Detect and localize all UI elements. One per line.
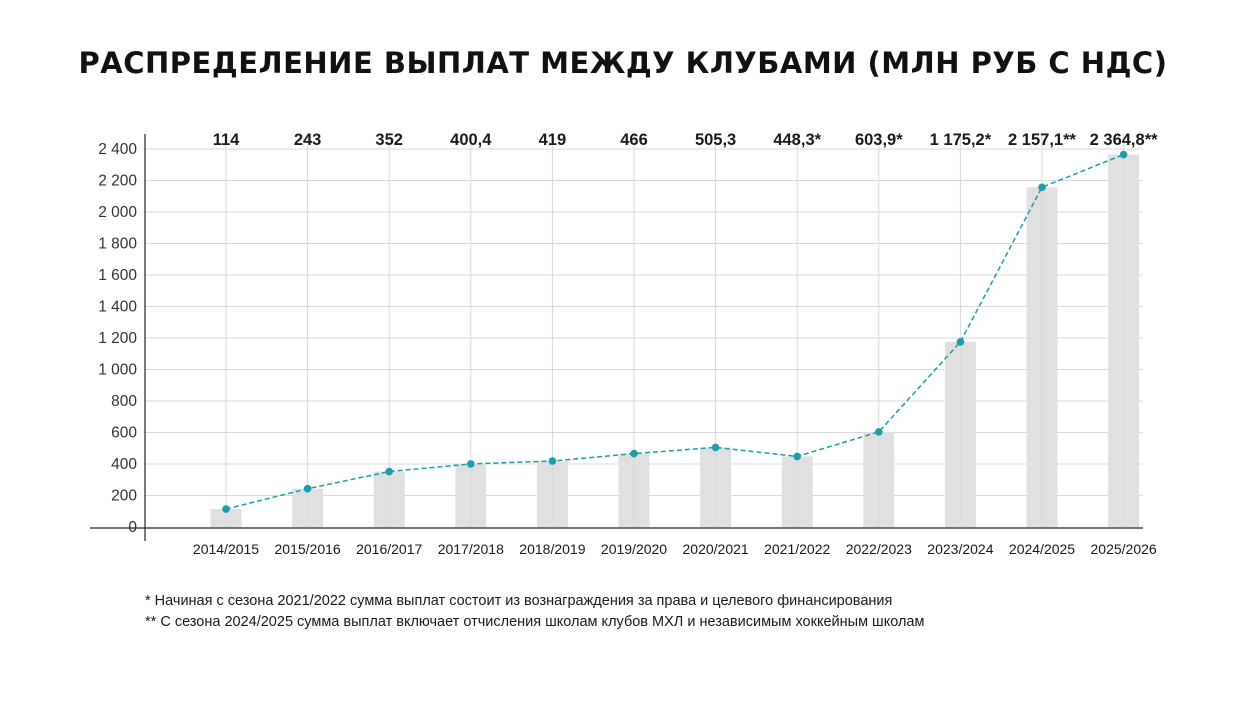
x-tick-label: 2015/2016 [275, 541, 341, 557]
y-tick-label: 1 200 [98, 330, 137, 347]
value-label: 2 157,1** [1008, 131, 1076, 149]
value-label: 419 [539, 131, 567, 149]
data-point [467, 460, 475, 468]
trend-line [222, 150, 1128, 513]
x-tick-label: 2020/2021 [683, 541, 749, 557]
y-tick-label: 1 800 [98, 236, 137, 253]
data-point [875, 428, 883, 436]
data-point [1038, 183, 1046, 192]
labels: 0 200 400 600 800 1 000 1 200 1 400 1 600 1 800 2 … [98, 131, 1158, 557]
trend-line-series [225, 153, 1124, 510]
axes [90, 134, 1143, 541]
value-label: 243 [294, 131, 322, 149]
value-label: 1 175,2* [930, 131, 992, 149]
value-label: 114 [213, 131, 240, 149]
x-tick-label: 2021/2022 [764, 541, 830, 557]
x-tick-label: 2024/2025 [1009, 541, 1075, 557]
footnote-mhl-schools: ** С сезона 2024/2025 сумма выплат включ… [145, 614, 925, 630]
value-label: 466 [620, 131, 648, 149]
value-label: 352 [375, 131, 403, 149]
data-point [956, 338, 965, 346]
data-point [303, 484, 312, 493]
x-tick-label: 2014/2015 [193, 541, 259, 557]
y-tick-label: 2 400 [98, 141, 137, 158]
y-tick-label: 0 [128, 519, 137, 536]
y-tick-label: 1 000 [98, 362, 137, 379]
x-tick-label: 2016/2017 [356, 541, 422, 557]
value-label: 505,3 [695, 131, 736, 149]
bars [210, 154, 1140, 527]
y-tick-label: 600 [111, 425, 137, 442]
data-point [548, 457, 557, 465]
y-tick-label: 200 [111, 488, 137, 505]
footnote-rights-financing: * Начиная с сезона 2021/2022 сумма выпла… [145, 593, 893, 609]
data-point [711, 443, 720, 452]
value-label: 2 364,8** [1090, 131, 1158, 149]
value-label: 603,9* [855, 131, 903, 149]
x-tick-label: 2018/2019 [519, 541, 585, 557]
data-point [793, 452, 801, 461]
value-label: 448,3* [773, 131, 821, 149]
y-tick-label: 2 200 [98, 173, 137, 190]
x-tick-label: 2022/2023 [846, 541, 912, 557]
value-label: 400,4 [450, 131, 492, 149]
y-tick-label: 2 000 [98, 204, 137, 221]
y-tick-label: 1 600 [98, 267, 137, 284]
x-tick-label: 2017/2018 [438, 541, 504, 557]
category-lines [225, 134, 1125, 527]
x-tick-label: 2025/2026 [1091, 541, 1157, 557]
data-point [385, 467, 394, 476]
data-point [1119, 150, 1128, 159]
data-point [630, 449, 638, 458]
data-point [222, 505, 230, 513]
y-tick-label: 400 [111, 456, 137, 473]
y-tick-label: 800 [111, 393, 137, 410]
x-tick-label: 2023/2024 [927, 541, 993, 557]
chart-title: РАСПРЕДЕЛЕНИЕ ВЫПЛАТ МЕЖДУ КЛУБАМИ (МЛН … [78, 46, 1168, 80]
x-tick-label: 2019/2020 [601, 541, 667, 557]
grid-lines [145, 148, 1143, 496]
y-tick-label: 1 400 [98, 299, 137, 316]
